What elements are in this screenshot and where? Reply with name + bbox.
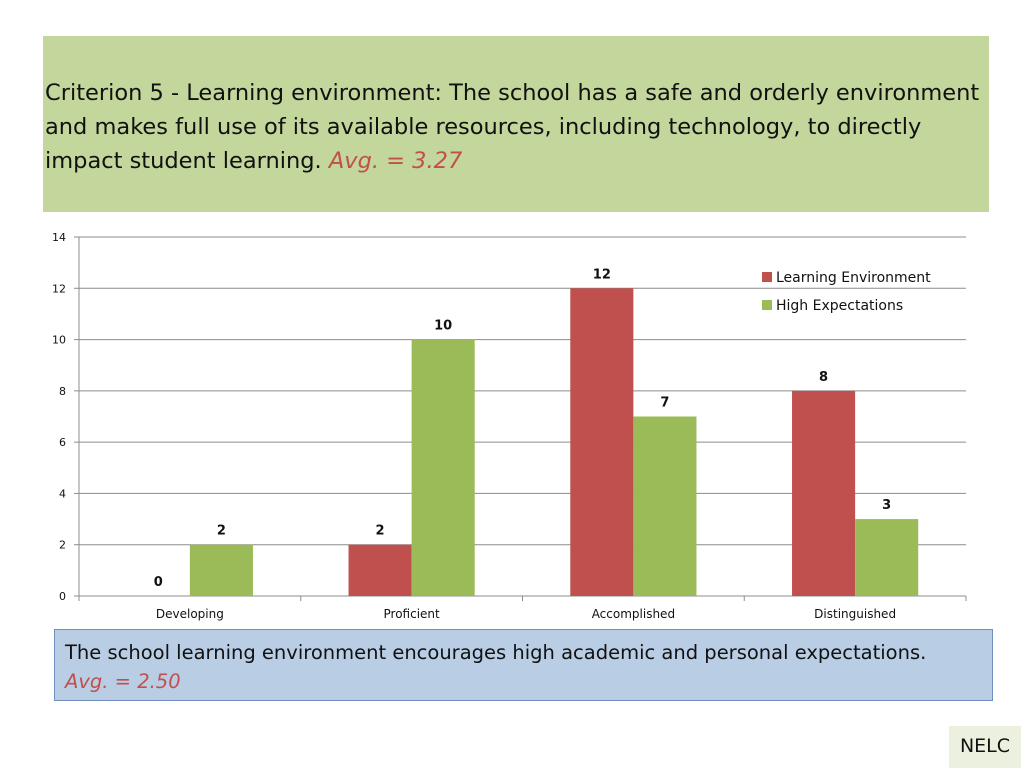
y-tick-label: 10 — [52, 334, 66, 347]
footer-tag-label: NELC — [959, 735, 1011, 757]
y-tick-label: 2 — [59, 539, 66, 552]
y-tick-label: 4 — [59, 487, 66, 500]
bar — [855, 519, 919, 596]
note-average: Avg. = 2.50 — [65, 670, 181, 693]
y-tick-label: 12 — [52, 282, 66, 295]
data-label: 2 — [376, 524, 385, 539]
bar — [189, 544, 253, 596]
x-tick-label: Proficient — [384, 607, 441, 621]
data-label: 2 — [217, 524, 226, 539]
x-tick-label: Distinguished — [814, 607, 896, 621]
slide-title: Criterion 5 - Learning environment: The … — [45, 76, 985, 178]
y-tick-label: 8 — [59, 385, 66, 398]
legend-label: Learning Environment — [776, 270, 931, 286]
x-tick-label: Developing — [156, 607, 224, 621]
data-label: 0 — [154, 575, 163, 590]
bar — [411, 339, 475, 596]
title-average: Avg. = 3.27 — [328, 148, 463, 174]
legend-label: High Expectations — [776, 298, 903, 314]
x-tick-label: Accomplished — [592, 607, 675, 621]
data-label: 12 — [593, 267, 611, 282]
legend-swatch — [762, 300, 772, 310]
y-tick-label: 14 — [52, 231, 66, 244]
data-label: 7 — [660, 396, 669, 411]
bar — [348, 544, 412, 596]
footer-tag: NELC — [949, 726, 1021, 768]
data-label: 10 — [434, 319, 452, 334]
bar — [792, 390, 856, 596]
title-banner: Criterion 5 - Learning environment: The … — [43, 36, 989, 212]
data-label: 8 — [819, 370, 828, 385]
legend-swatch — [762, 272, 772, 282]
note-text-block: The school learning environment encourag… — [65, 638, 985, 696]
title-text: Criterion 5 - Learning environment: The … — [45, 80, 980, 174]
note-box: The school learning environment encourag… — [54, 629, 993, 701]
y-tick-label: 6 — [59, 436, 66, 449]
bar — [570, 288, 634, 596]
data-label: 3 — [882, 498, 891, 513]
y-tick-label: 0 — [59, 590, 66, 603]
bar — [633, 416, 697, 596]
note-text: The school learning environment encourag… — [65, 641, 927, 664]
